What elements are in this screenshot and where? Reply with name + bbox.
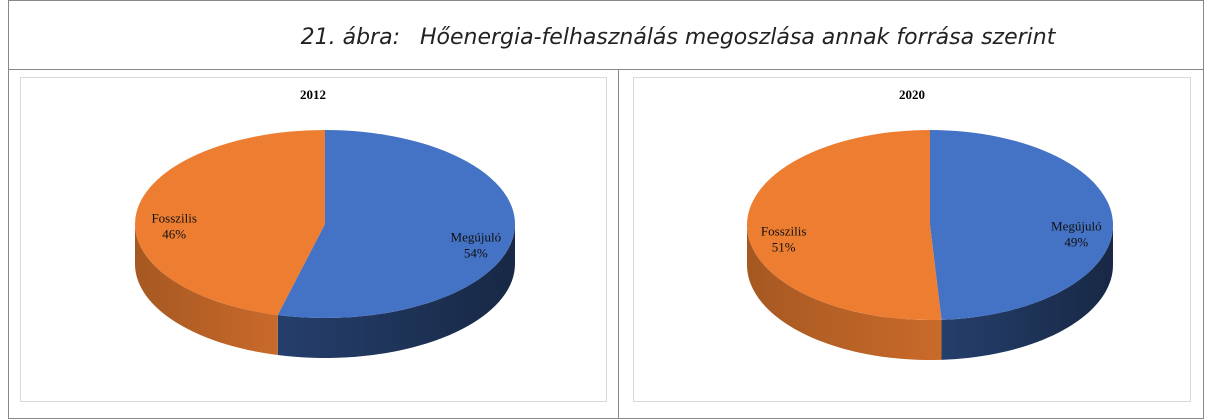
slice-value: 51%	[772, 239, 796, 254]
slice-category: Megújuló	[1051, 219, 1102, 234]
caption-text: Hőenergia-felhasználás megoszlása annak …	[420, 25, 1057, 50]
pie-side	[747, 225, 942, 360]
chart-title: 2020	[899, 87, 925, 102]
pie-slice	[930, 130, 1114, 320]
chart-title: 2012	[300, 87, 326, 102]
chart-frame	[633, 77, 1191, 402]
pie-slice	[135, 130, 325, 316]
slice-value: 54%	[464, 245, 488, 260]
slice-category: Fosszilis	[151, 211, 197, 226]
slice-value: 46%	[162, 227, 186, 242]
pie-slice	[277, 130, 516, 318]
slice-value: 49%	[1064, 235, 1088, 250]
pie-slice	[747, 130, 942, 320]
slice-category: Megújuló	[451, 229, 502, 244]
pie-side	[277, 224, 515, 358]
pie-side	[135, 224, 278, 356]
slice-category: Fosszilis	[761, 223, 807, 238]
caption-label: 21. ábra:	[301, 25, 400, 50]
chart-frame	[20, 77, 607, 402]
pie-side	[941, 225, 1113, 360]
